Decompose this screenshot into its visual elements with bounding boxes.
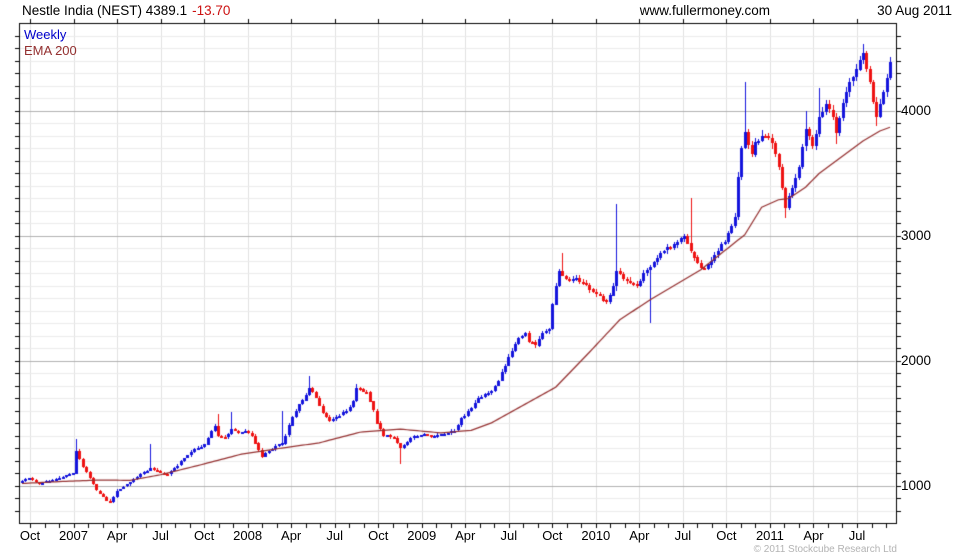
- y-tick-label: 2000: [901, 353, 932, 368]
- x-tick-label: Jul: [152, 528, 169, 543]
- legend-period-label: Weekly: [24, 27, 67, 42]
- x-tick-label: Oct: [19, 528, 41, 543]
- y-tick-label: 3000: [901, 228, 932, 243]
- x-tick-label: Jul: [848, 528, 866, 543]
- x-tick-label: Apr: [629, 528, 650, 543]
- x-tick-label: Jul: [326, 528, 343, 543]
- y-tick-label: 4000: [901, 103, 932, 118]
- copyright-notice: © 2011 Stockcube Research Ltd: [753, 544, 897, 555]
- x-tick-label: 2010: [581, 528, 611, 543]
- instrument-title: Nestle India (NEST) 4389.1: [22, 3, 188, 18]
- x-tick-label: Oct: [193, 528, 215, 543]
- x-tick-label: 2009: [407, 528, 437, 543]
- legend-ema-label: EMA 200: [24, 43, 77, 58]
- x-tick-label: 2007: [59, 528, 88, 543]
- website-link[interactable]: www.fullermoney.com: [639, 3, 770, 18]
- y-tick-label: 1000: [901, 478, 932, 493]
- x-tick-label: Apr: [803, 528, 824, 543]
- x-tick-label: 2008: [233, 528, 263, 543]
- x-tick-label: Apr: [455, 528, 476, 543]
- x-tick-label: Apr: [106, 528, 128, 543]
- x-tick-label: Oct: [542, 528, 563, 543]
- x-tick-label: Oct: [368, 528, 389, 543]
- x-tick-label: Oct: [716, 528, 737, 543]
- x-tick-label: Jul: [500, 528, 518, 543]
- price-change: -13.70: [192, 3, 231, 18]
- chart-date: 30 Aug 2011: [877, 3, 952, 18]
- x-tick-label: 2011: [755, 528, 784, 543]
- x-tick-label: Jul: [674, 528, 692, 543]
- chart-title: Nestle India (NEST) 4389.1 -13.70: [22, 3, 230, 18]
- x-tick-label: Apr: [281, 528, 302, 543]
